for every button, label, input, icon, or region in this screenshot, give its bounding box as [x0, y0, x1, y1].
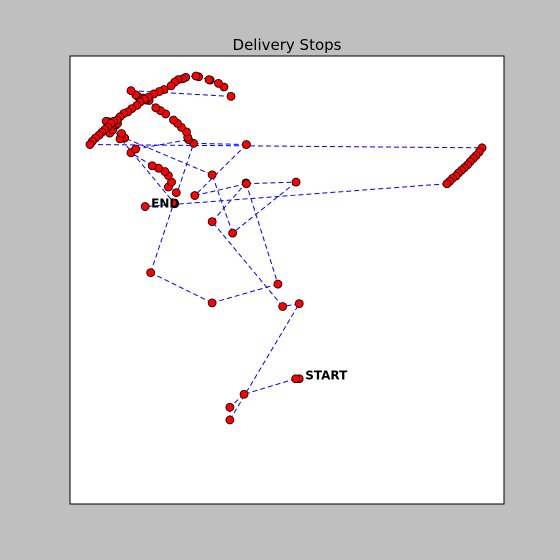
stop-point	[169, 115, 178, 125]
route-segment	[130, 90, 232, 97]
stop-point	[131, 144, 141, 154]
stop-point	[191, 71, 201, 81]
stop-point	[207, 217, 217, 227]
route-segment	[89, 144, 483, 149]
stop-label-end: END	[151, 197, 179, 211]
route-segment	[193, 142, 247, 146]
stop-point	[242, 140, 251, 149]
route-segment	[212, 283, 279, 304]
route-segment	[211, 174, 234, 234]
stop-point	[204, 75, 214, 85]
route-segment	[211, 182, 247, 222]
stop-point	[294, 299, 304, 309]
stop-point	[207, 170, 217, 180]
stop-point	[85, 140, 95, 149]
route-segment	[150, 143, 195, 273]
route-segment	[246, 181, 297, 185]
route-segment	[245, 182, 279, 285]
route-segment	[229, 303, 300, 421]
route-segment	[150, 272, 213, 304]
stop-point	[207, 298, 217, 308]
stop-point	[291, 374, 301, 384]
stop-point	[140, 202, 150, 211]
stop-point	[214, 78, 223, 88]
route-segment	[145, 183, 448, 208]
stop-point	[273, 279, 283, 289]
route-segment	[194, 183, 247, 197]
route-segment	[211, 221, 284, 307]
chart-title: Delivery Stops	[233, 36, 342, 54]
stop-point	[291, 177, 301, 187]
stop-point	[239, 389, 249, 399]
stop-point	[171, 188, 181, 198]
stop-point	[126, 86, 136, 96]
route-segment	[232, 181, 297, 234]
stop-point	[146, 268, 156, 278]
plot-frame	[69, 55, 505, 505]
stop-point	[228, 228, 238, 238]
stop-point	[225, 415, 235, 425]
stop-point	[170, 199, 180, 209]
stop-point	[442, 179, 452, 189]
stop-point	[278, 302, 288, 311]
stop-point	[117, 129, 126, 138]
stop-point	[226, 92, 236, 101]
stop-point	[151, 103, 161, 113]
stop-point	[147, 161, 157, 171]
stop-point	[242, 179, 251, 189]
route-segment	[135, 139, 189, 150]
label-layer: START END	[151, 197, 348, 383]
stop-point	[166, 81, 176, 91]
plot-area	[70, 56, 504, 504]
stop-layer	[85, 71, 487, 425]
stop-point	[225, 402, 235, 412]
stop-point	[190, 191, 200, 200]
stop-label-start: START	[305, 369, 348, 383]
route-segment	[243, 378, 296, 395]
route-segment	[194, 144, 247, 196]
